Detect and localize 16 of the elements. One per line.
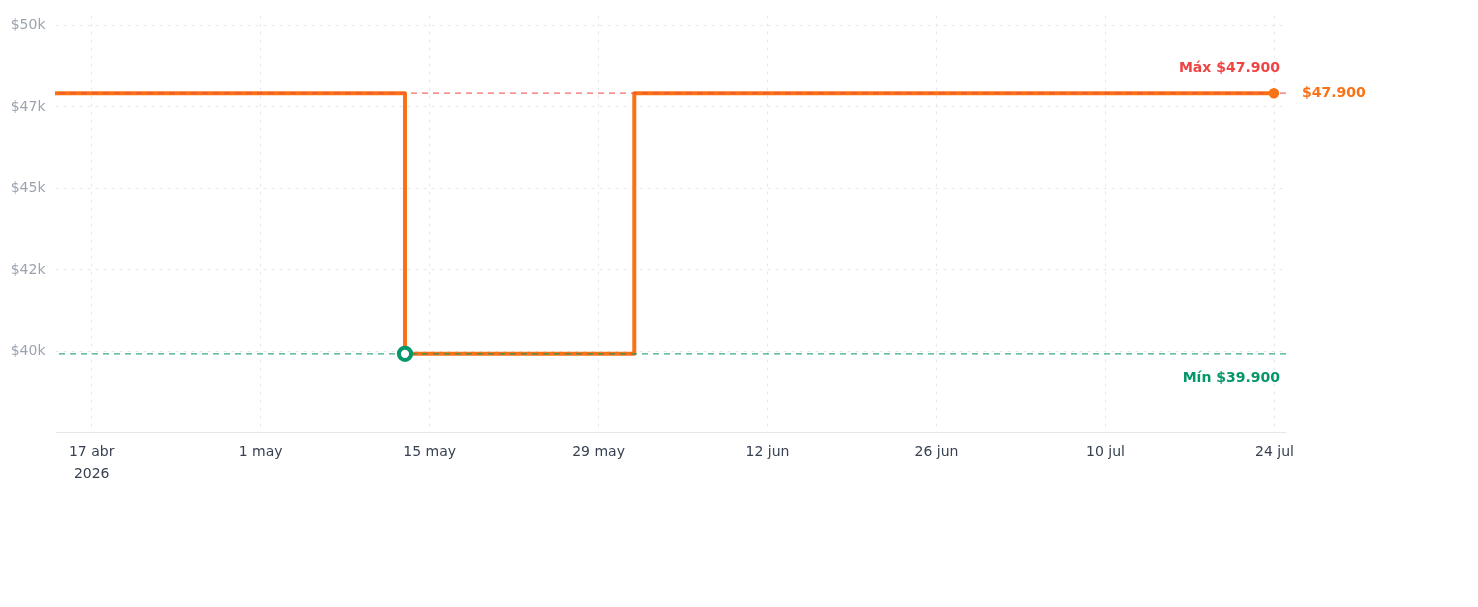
x-tick-label: 17 abr 2026 [68,442,115,481]
y-tick-label: $50k [10,16,47,33]
ref-line-label: Mín $39.900 [1182,368,1281,385]
x-tick-label: 29 may [572,442,625,459]
ref-line-label: Máx $47.900 [1178,59,1281,76]
y-tick-label: $47k [10,97,47,114]
annotation: $47.900 [1301,84,1366,101]
x-tick-label: 15 may [403,442,457,459]
x-tick-label: 24 jul [1254,442,1294,459]
y-tick-label: $45k [10,179,47,196]
y-tick-label: $40k [10,342,47,359]
x-tick-label: 12 jun [745,442,790,459]
x-tick-label: 10 jul [1086,442,1125,459]
x-tick-label: 1 may [238,442,283,459]
x-tick-label: 26 jun [914,442,959,459]
y-tick-label: $42k [10,260,47,277]
